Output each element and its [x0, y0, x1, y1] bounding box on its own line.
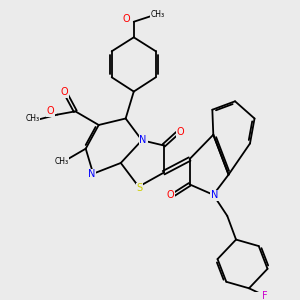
Text: CH₃: CH₃: [54, 157, 68, 166]
Text: O: O: [46, 106, 54, 116]
Text: O: O: [166, 190, 174, 200]
Text: N: N: [140, 135, 147, 145]
Text: N: N: [211, 190, 218, 200]
Text: O: O: [177, 128, 184, 137]
Text: CH₃: CH₃: [150, 10, 164, 19]
Text: N: N: [88, 169, 95, 179]
Text: F: F: [262, 291, 268, 300]
Text: O: O: [123, 14, 130, 24]
Text: S: S: [136, 183, 142, 193]
Text: O: O: [61, 87, 68, 97]
Text: CH₃: CH₃: [26, 114, 40, 123]
